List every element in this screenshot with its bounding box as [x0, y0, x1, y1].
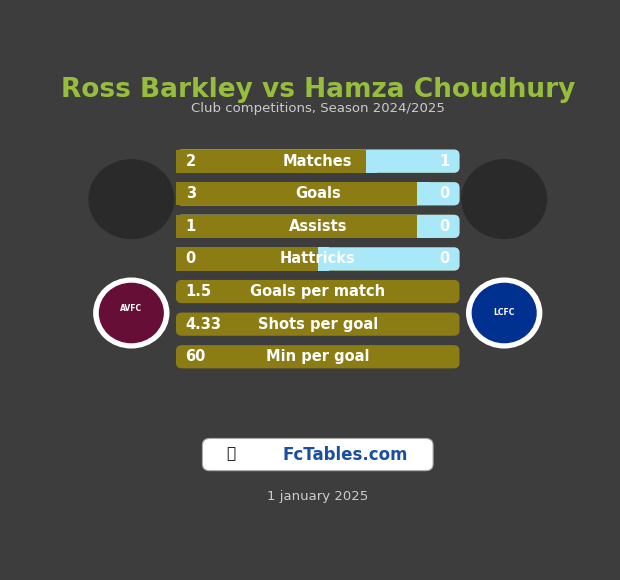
Text: 📊: 📊 — [227, 445, 236, 461]
FancyBboxPatch shape — [176, 247, 459, 270]
FancyBboxPatch shape — [176, 182, 459, 205]
FancyBboxPatch shape — [176, 215, 417, 238]
FancyBboxPatch shape — [176, 247, 459, 270]
Text: 1: 1 — [440, 154, 450, 169]
Text: 0: 0 — [185, 252, 196, 266]
Text: Ross Barkley vs Hamza Choudhury: Ross Barkley vs Hamza Choudhury — [61, 77, 575, 103]
Circle shape — [462, 160, 546, 238]
FancyBboxPatch shape — [176, 215, 459, 238]
Text: 1.5: 1.5 — [185, 284, 212, 299]
Text: 1 january 2025: 1 january 2025 — [267, 490, 368, 503]
Circle shape — [94, 278, 169, 348]
FancyBboxPatch shape — [417, 215, 428, 238]
FancyBboxPatch shape — [366, 150, 378, 173]
Circle shape — [89, 160, 174, 238]
FancyBboxPatch shape — [176, 215, 423, 238]
Text: 0: 0 — [440, 252, 450, 266]
FancyBboxPatch shape — [176, 150, 459, 173]
FancyBboxPatch shape — [176, 182, 423, 205]
Text: Assists: Assists — [288, 219, 347, 234]
Text: 1: 1 — [185, 219, 196, 234]
FancyBboxPatch shape — [176, 150, 459, 173]
Text: 4.33: 4.33 — [185, 317, 221, 332]
Text: Shots per goal: Shots per goal — [258, 317, 378, 332]
FancyBboxPatch shape — [176, 182, 459, 205]
Text: Matches: Matches — [283, 154, 353, 169]
Text: Goals: Goals — [295, 186, 340, 201]
Text: Club competitions, Season 2024/2025: Club competitions, Season 2024/2025 — [191, 103, 445, 115]
FancyBboxPatch shape — [317, 247, 329, 270]
Text: 2: 2 — [185, 154, 196, 169]
FancyBboxPatch shape — [176, 280, 459, 303]
Text: 0: 0 — [440, 219, 450, 234]
FancyBboxPatch shape — [176, 313, 459, 336]
Text: Goals per match: Goals per match — [250, 284, 385, 299]
Text: LCFC: LCFC — [494, 309, 515, 317]
FancyBboxPatch shape — [176, 247, 324, 270]
FancyBboxPatch shape — [176, 150, 366, 173]
FancyBboxPatch shape — [417, 182, 428, 205]
Text: Min per goal: Min per goal — [266, 349, 370, 364]
Circle shape — [99, 284, 163, 343]
Text: 60: 60 — [185, 349, 206, 364]
Text: Hattricks: Hattricks — [280, 252, 356, 266]
Circle shape — [472, 284, 536, 343]
FancyBboxPatch shape — [202, 438, 433, 470]
Text: AVFC: AVFC — [120, 304, 143, 313]
Text: 0: 0 — [440, 186, 450, 201]
Circle shape — [467, 278, 542, 348]
FancyBboxPatch shape — [176, 345, 459, 368]
FancyBboxPatch shape — [176, 182, 417, 205]
FancyBboxPatch shape — [176, 215, 459, 238]
Text: FcTables.com: FcTables.com — [283, 445, 408, 463]
Text: 3: 3 — [185, 186, 196, 201]
FancyBboxPatch shape — [176, 247, 317, 270]
FancyBboxPatch shape — [176, 150, 372, 173]
